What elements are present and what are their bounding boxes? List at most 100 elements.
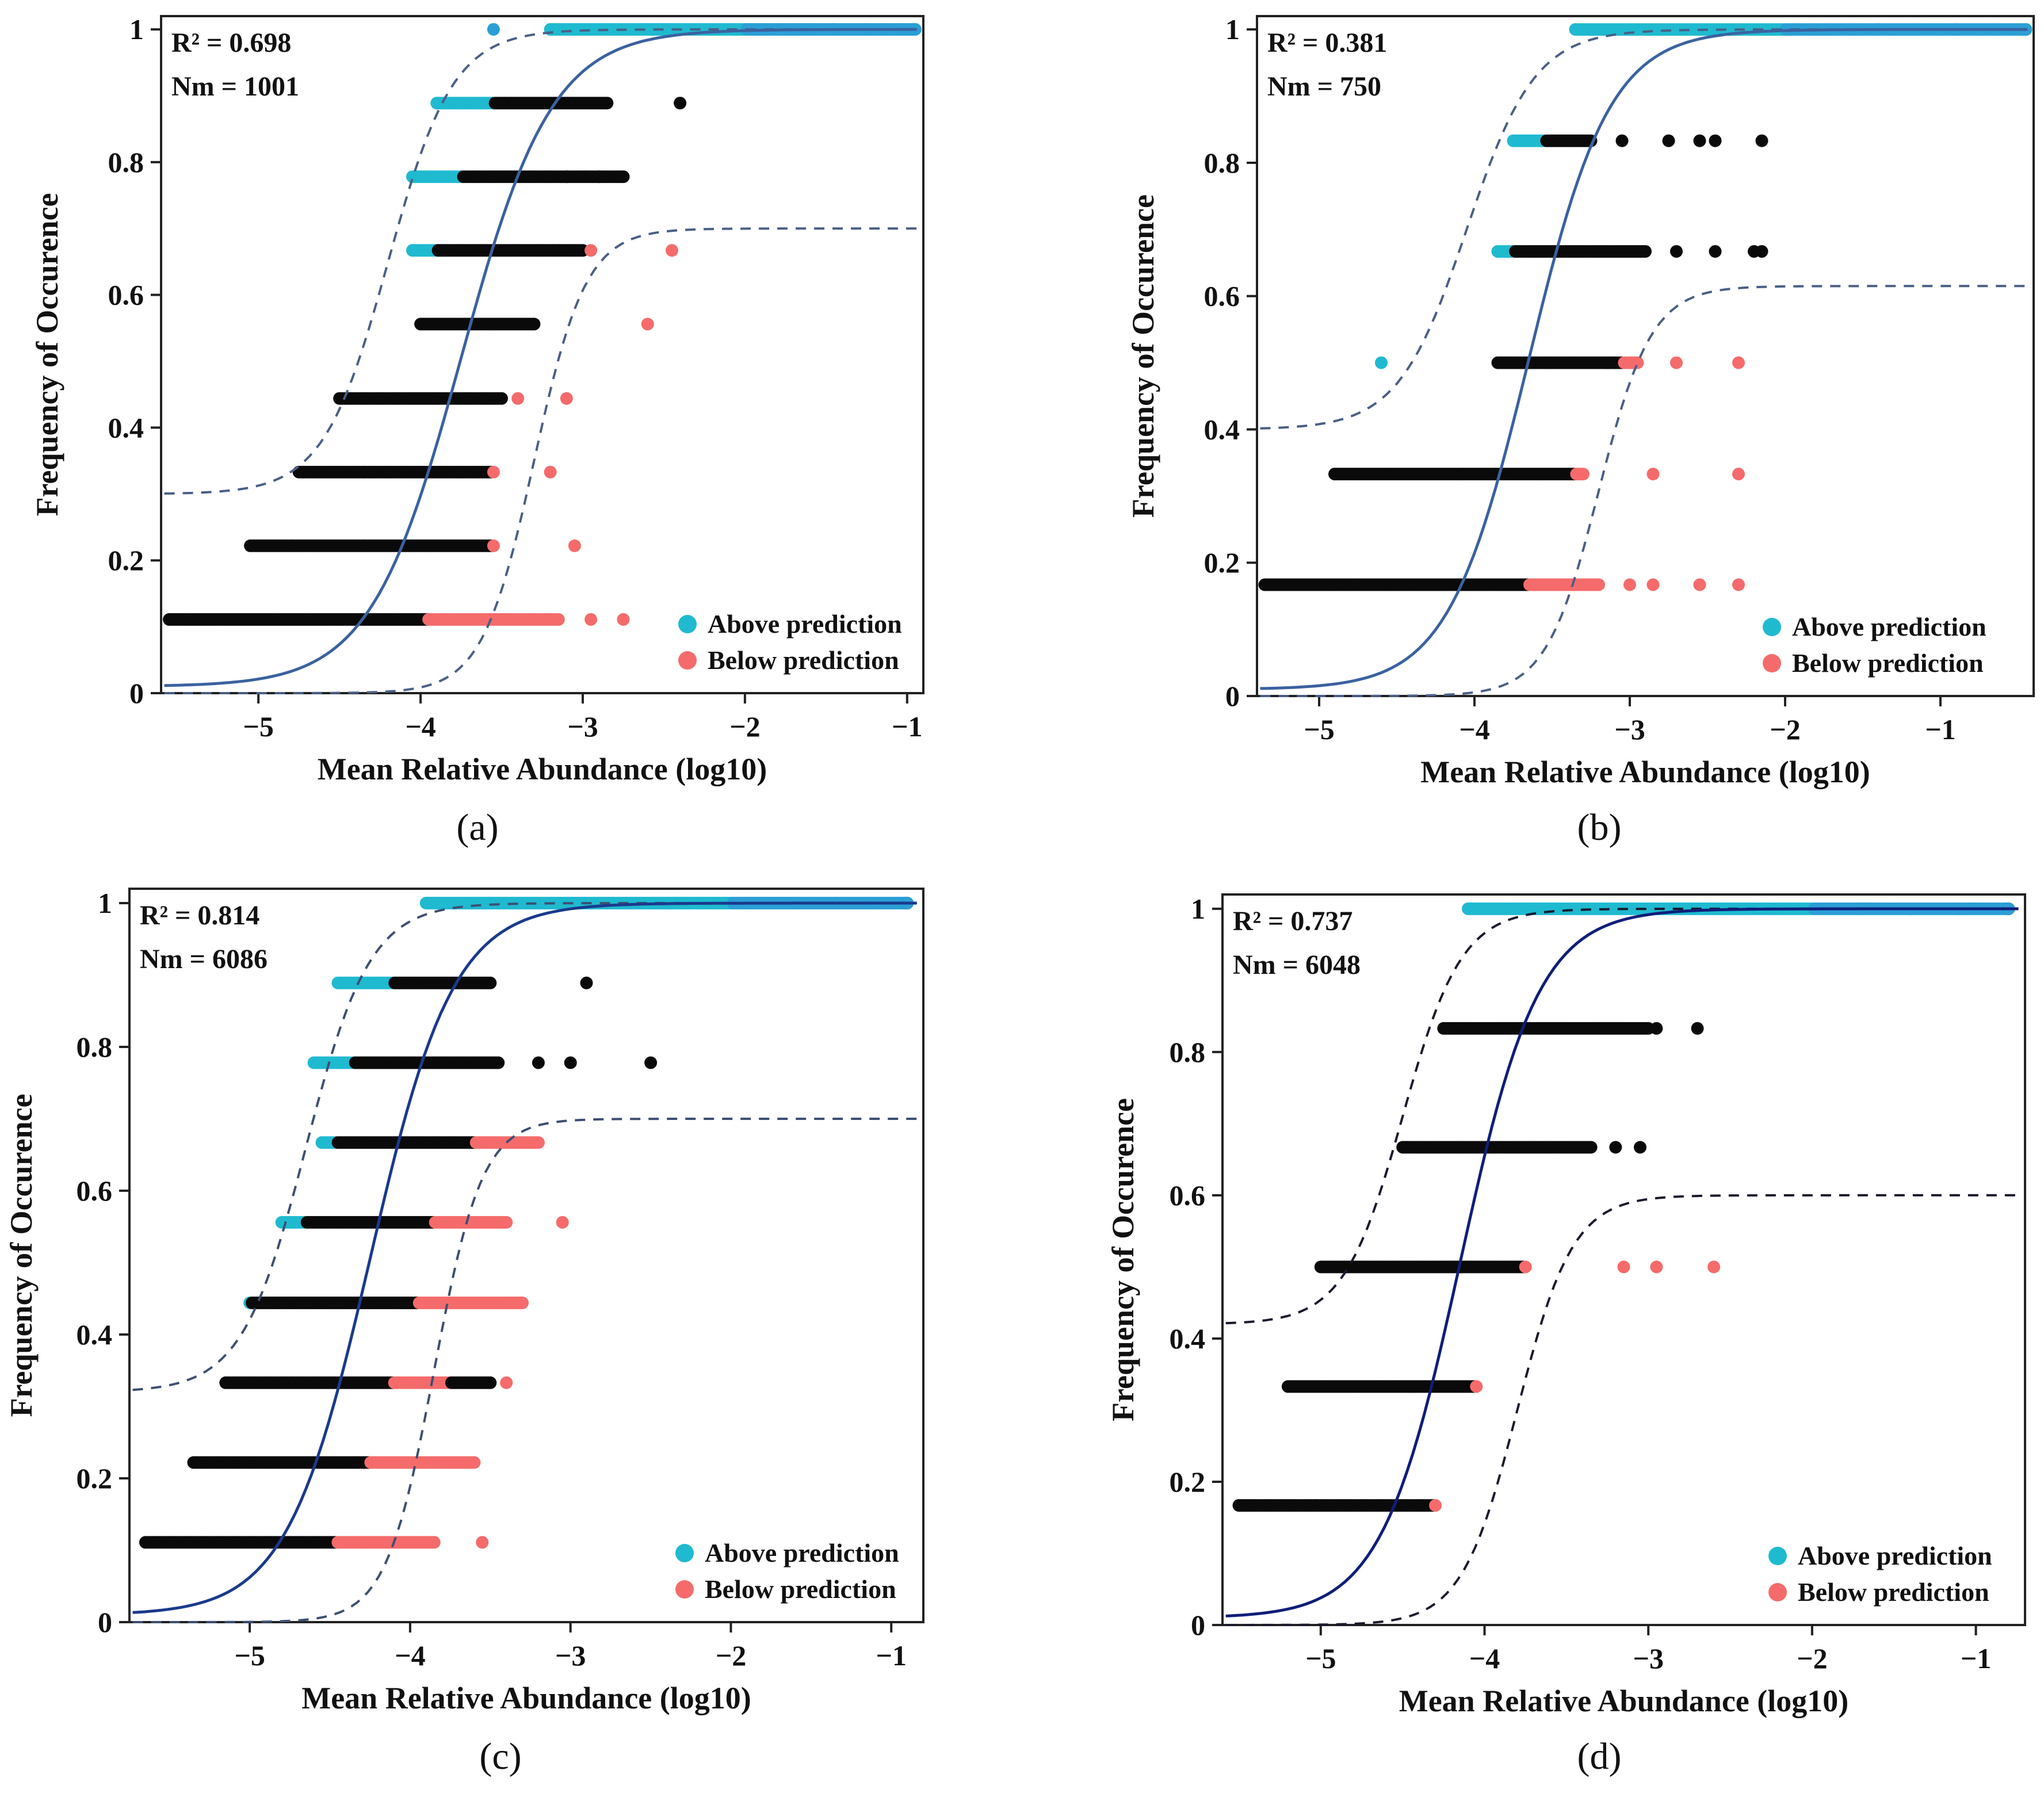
point — [580, 976, 593, 989]
x-tick-label: −1 — [892, 710, 923, 743]
ci-lower-line — [164, 227, 917, 694]
chart-panel-d: −5 −4 −3 −2 −1 0 0.2 0.4 0.6 0.8 1 Mean Relative Ab… — [1106, 893, 2026, 1777]
legend-below-label: Below prediction — [1798, 1577, 1989, 1607]
point — [1650, 1022, 1663, 1035]
ci-lower-line — [1260, 285, 2028, 697]
point-below — [1470, 1380, 1483, 1393]
point-below — [1623, 578, 1636, 591]
point-below — [552, 613, 565, 626]
y-tick-label: 0.6 — [77, 1175, 113, 1207]
point — [1634, 1141, 1646, 1154]
point — [1755, 134, 1768, 147]
r-squared-label: R² = 0.814 — [140, 900, 259, 931]
x-tick-label: −4 — [405, 710, 436, 743]
x-axis-title: Mean Relative Abundance (log10) — [1399, 1684, 1848, 1718]
point-below — [427, 1536, 441, 1549]
legend-above-label: Above prediction — [708, 609, 902, 638]
fit-line — [132, 901, 917, 1614]
point — [1662, 134, 1675, 147]
point — [617, 170, 630, 183]
nm-label: Nm = 750 — [1267, 71, 1381, 102]
plot-frame — [1221, 893, 2026, 1626]
point — [1639, 245, 1652, 258]
y-axis-title: Frequency of Occurence — [1126, 194, 1160, 518]
point-below — [1429, 1499, 1442, 1512]
plot-frame — [160, 15, 924, 694]
point — [1609, 1141, 1622, 1154]
point — [484, 1376, 497, 1389]
r-squared-label: R² = 0.381 — [1267, 28, 1387, 58]
point-below — [556, 1216, 569, 1229]
point-below — [476, 1536, 489, 1549]
nm-label: Nm = 1001 — [171, 71, 299, 102]
point — [560, 170, 573, 183]
y-axis-title: Frequency of Occurence — [30, 193, 64, 517]
point-below — [666, 244, 678, 257]
legend-below-marker — [1763, 654, 1781, 672]
x-tick-label: −3 — [555, 1639, 586, 1672]
point-below — [1646, 468, 1660, 481]
y-tick-label: 0.4 — [1204, 413, 1240, 445]
plot-frame — [1256, 15, 2035, 697]
legend-below-marker — [675, 1580, 694, 1599]
point-below — [1707, 1260, 1721, 1274]
point-below — [1646, 578, 1660, 591]
x-tick-label: −2 — [716, 1639, 747, 1672]
x-tick-label: −3 — [1633, 1642, 1664, 1674]
point — [492, 1056, 505, 1069]
point-below — [487, 465, 500, 479]
legend-above-marker — [678, 615, 697, 633]
y-tick-label: 0 — [1225, 680, 1240, 712]
x-tick-label: −5 — [234, 1639, 265, 1672]
point-below — [617, 613, 630, 626]
y-tick-label: 0.6 — [1170, 1179, 1206, 1211]
ci-upper-line — [1260, 28, 2028, 430]
point-below — [532, 1136, 545, 1149]
legend-below-label: Below prediction — [708, 645, 899, 675]
r-squared-label: R² = 0.737 — [1233, 906, 1353, 936]
fit-line — [164, 28, 917, 687]
point — [1670, 245, 1683, 258]
y-tick-label: 0.2 — [77, 1462, 113, 1494]
x-axis-title: Mean Relative Abundance (log10) — [1420, 755, 1870, 789]
y-tick-label: 0.8 — [77, 1031, 113, 1063]
point — [528, 318, 541, 331]
legend-above-label: Above prediction — [705, 1538, 899, 1567]
x-tick-label: −5 — [243, 710, 274, 743]
point-below — [560, 392, 573, 405]
x-axis-title: Mean Relative Abundance (log10) — [318, 752, 767, 786]
x-tick-label: −3 — [567, 710, 598, 743]
y-tick-label: 0.8 — [1204, 147, 1240, 179]
point — [532, 1056, 545, 1069]
chart-panel-a: −5 −4 −3 −2 −1 0 0.2 0.4 0.6 0.8 1 Mean Relative Ab… — [30, 13, 924, 848]
x-tick-label: −4 — [395, 1639, 426, 1672]
point — [495, 392, 508, 405]
point — [674, 97, 687, 110]
x-tick-label: −2 — [1797, 1642, 1828, 1674]
y-tick-label: 1 — [98, 887, 112, 919]
point-below — [487, 539, 500, 552]
point-below — [641, 318, 654, 331]
panels: −5 −4 −3 −2 −1 0 0.2 0.4 0.6 0.8 1 Mean Relative Ab… — [4, 13, 2035, 1777]
panel-label: (c) — [479, 1735, 521, 1777]
point-below — [584, 613, 598, 626]
x-tick-label: −1 — [876, 1639, 907, 1672]
x-tick-label: −4 — [1469, 1642, 1500, 1674]
x-tick-label: −3 — [1614, 713, 1645, 745]
point — [601, 97, 614, 110]
y-tick-label: 1 — [1225, 13, 1240, 45]
point-below — [1617, 1260, 1630, 1274]
x-tick-label: −5 — [1305, 1642, 1336, 1674]
point-below — [1519, 1260, 1532, 1274]
point — [1709, 134, 1722, 147]
y-tick-label: 0 — [1191, 1609, 1205, 1641]
point — [1693, 134, 1706, 147]
x-tick-label: −2 — [729, 710, 761, 743]
panel-label: (a) — [456, 806, 498, 848]
r-squared-label: R² = 0.698 — [171, 28, 291, 58]
y-tick-label: 0 — [98, 1606, 112, 1638]
point-below — [1631, 356, 1644, 369]
y-tick-label: 0.8 — [108, 146, 144, 178]
y-tick-label: 0.4 — [108, 411, 144, 443]
point — [1709, 245, 1722, 258]
